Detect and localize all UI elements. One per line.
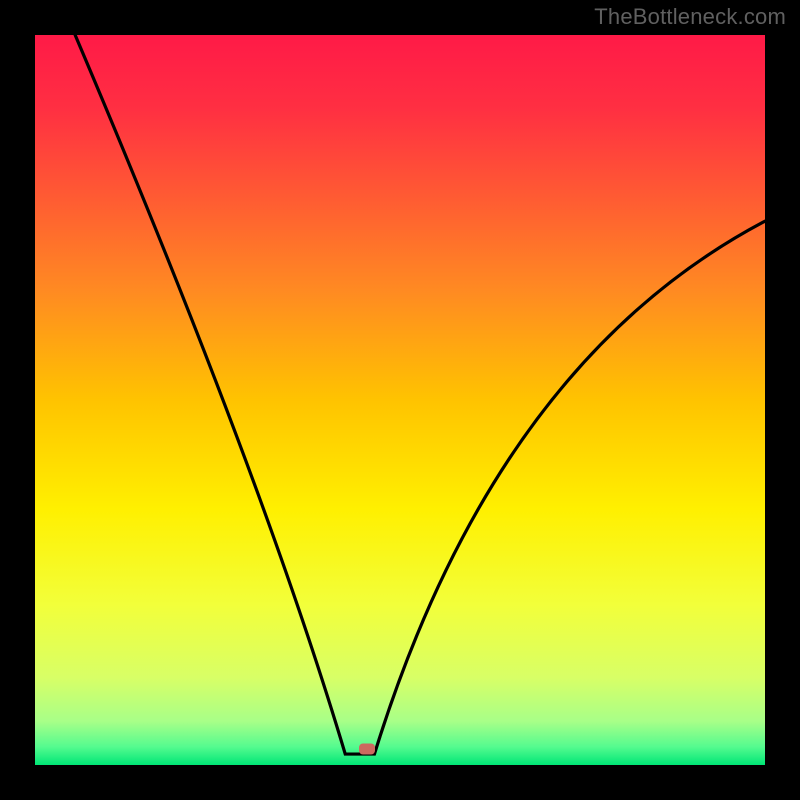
chart-frame: TheBottleneck.com: [0, 0, 800, 800]
bottleneck-curve: [35, 35, 765, 765]
plot-area: [35, 35, 765, 765]
minimum-marker: [359, 743, 375, 754]
watermark-text: TheBottleneck.com: [594, 4, 786, 30]
